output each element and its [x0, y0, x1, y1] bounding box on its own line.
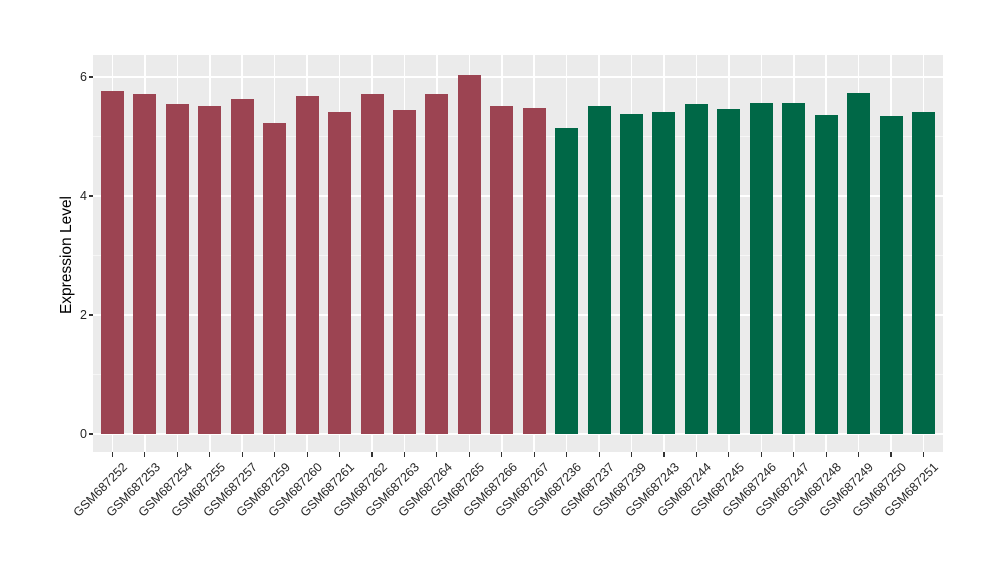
bar [457, 74, 481, 434]
bar [684, 104, 708, 434]
minor-gridline [93, 136, 943, 137]
x-tick-mark [209, 452, 211, 457]
x-tick-mark [825, 452, 827, 457]
major-gridline [93, 76, 943, 78]
bar [230, 99, 254, 434]
bar [879, 116, 903, 434]
x-tick-mark [144, 452, 146, 457]
major-gridline [93, 433, 943, 435]
bar [912, 112, 936, 434]
y-tick-mark [89, 195, 93, 197]
major-gridline [93, 314, 943, 316]
x-tick-mark [695, 452, 698, 457]
y-tick-label: 4 [80, 189, 87, 203]
bar [717, 109, 741, 434]
x-tick-mark [241, 452, 243, 457]
x-tick-mark [306, 452, 308, 457]
bar [814, 115, 838, 434]
minor-gridline [93, 255, 943, 256]
major-gridline [93, 195, 943, 197]
y-axis-title: Expression Level [58, 195, 75, 315]
bar [328, 111, 352, 434]
x-tick-mark [890, 452, 892, 457]
x-tick-mark [501, 452, 503, 457]
y-tick-mark [89, 433, 93, 435]
y-tick-label: 0 [80, 427, 87, 441]
bar [425, 94, 449, 434]
x-tick-mark [760, 452, 762, 457]
bar [198, 106, 222, 434]
x-tick-mark [728, 452, 730, 457]
bar [133, 94, 157, 434]
x-tick-mark [566, 452, 568, 457]
y-tick-label: 6 [80, 70, 87, 84]
bar [490, 106, 514, 434]
x-tick-mark [338, 452, 341, 457]
x-tick-mark [274, 452, 276, 457]
x-tick-mark [403, 452, 406, 457]
x-tick-mark [533, 452, 535, 457]
bar [392, 109, 416, 434]
bar [165, 103, 189, 434]
bar [847, 93, 871, 434]
bar [360, 94, 384, 434]
x-tick-mark [793, 452, 795, 457]
bar [620, 113, 644, 434]
bar [652, 112, 676, 434]
x-tick-mark [598, 452, 600, 457]
bar [782, 103, 806, 434]
bar [749, 102, 773, 434]
x-tick-mark [176, 452, 178, 457]
x-tick-mark [436, 452, 438, 457]
plot-panel [93, 55, 943, 452]
y-tick-mark [89, 76, 93, 78]
x-tick-mark [663, 452, 665, 457]
bar [263, 123, 287, 434]
y-tick-mark [89, 314, 93, 316]
y-tick-label: 2 [80, 308, 87, 322]
x-tick-mark [371, 452, 373, 457]
minor-gridline [93, 374, 943, 375]
x-tick-mark [111, 452, 114, 457]
bar [100, 91, 124, 434]
x-tick-mark [858, 452, 860, 457]
x-tick-mark [922, 452, 925, 457]
bar [295, 96, 319, 434]
bar [587, 106, 611, 434]
bar [522, 107, 546, 434]
x-tick-mark [630, 452, 633, 457]
bar [555, 128, 579, 434]
x-tick-mark [468, 452, 470, 457]
